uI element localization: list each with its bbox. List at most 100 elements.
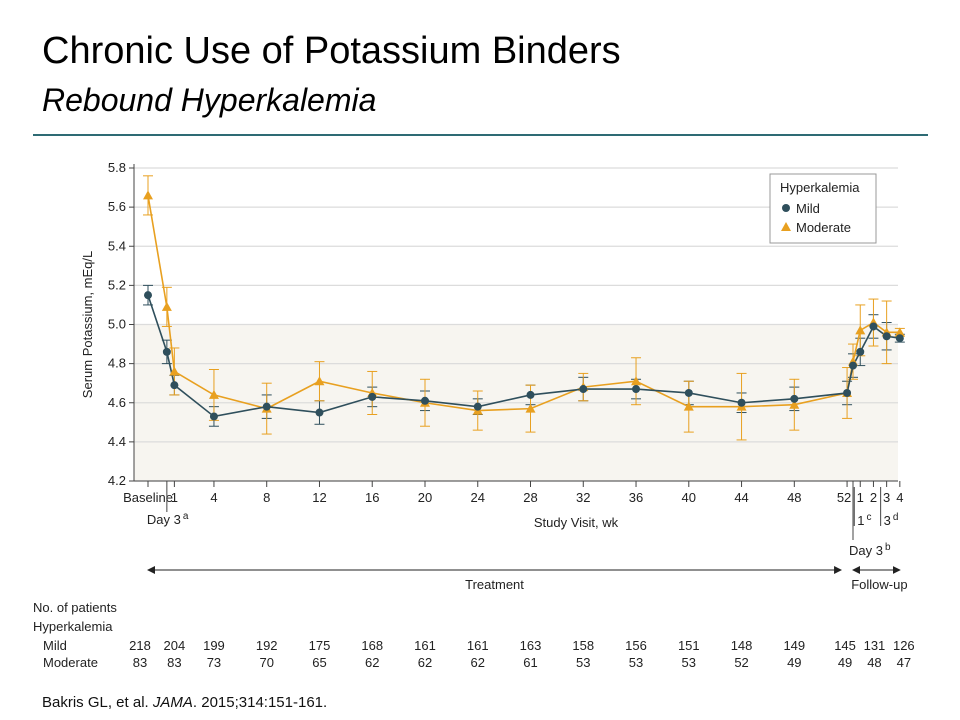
data-point-mild: [856, 347, 865, 356]
patients-count: 148: [731, 638, 753, 653]
patients-count: 62: [471, 655, 485, 670]
y-tick-label: 5.8: [108, 160, 126, 175]
annotation-label: Day 3: [849, 543, 883, 558]
data-point-mild: [737, 398, 746, 407]
x-tick-label: 16: [365, 490, 379, 505]
y-tick-label: 4.8: [108, 356, 126, 371]
data-point-mild: [209, 412, 218, 421]
legend-label: Moderate: [796, 220, 851, 235]
data-point-mild: [895, 334, 904, 343]
patients-count: 49: [787, 655, 801, 670]
patients-count: 83: [167, 655, 181, 670]
patients-count: 158: [572, 638, 594, 653]
y-tick-label: 5.2: [108, 277, 126, 292]
x-tick-label: 4: [210, 490, 217, 505]
data-point-mild: [420, 396, 429, 405]
y-axis-label: Serum Potassium, mEq/L: [80, 251, 95, 398]
x-tick-label: 24: [471, 490, 485, 505]
patients-count: 161: [467, 638, 489, 653]
patients-count: 62: [418, 655, 432, 670]
patients-count: 65: [312, 655, 326, 670]
y-tick-label: 4.2: [108, 473, 126, 488]
patients-count: 49: [838, 655, 852, 670]
citation-journal: JAMA: [152, 694, 193, 711]
patients-row-label: Mild: [43, 638, 67, 653]
x-tick-label: 40: [682, 490, 696, 505]
patients-count: 175: [309, 638, 331, 653]
data-point-mild: [684, 388, 693, 397]
title-divider: [33, 134, 928, 136]
patients-count: 53: [629, 655, 643, 670]
data-point-mild: [368, 392, 377, 401]
patients-count: 218: [129, 638, 151, 653]
patients-count: 149: [783, 638, 805, 653]
legend-title: Hyperkalemia: [780, 180, 860, 195]
x-tick-label: 28: [523, 490, 537, 505]
citation-details: . 2015;314:151-161.: [192, 694, 328, 711]
data-point-moderate: [208, 389, 219, 399]
x-tick-label: 36: [629, 490, 643, 505]
patients-count: 53: [576, 655, 590, 670]
data-point-mild: [473, 402, 482, 411]
annotation-label: 1: [857, 513, 864, 528]
data-point-mild: [632, 385, 641, 394]
data-point-moderate: [143, 190, 153, 200]
data-point-mild: [843, 388, 852, 397]
patients-count: 47: [897, 655, 911, 670]
y-tick-label: 5.6: [108, 199, 126, 214]
phase-label: Treatment: [465, 577, 524, 592]
data-point-mild: [882, 332, 891, 341]
legend-circle-icon: [782, 204, 790, 212]
data-point-mild: [790, 394, 799, 403]
y-tick-label: 4.4: [108, 434, 126, 449]
patients-count: 73: [207, 655, 221, 670]
patients-count: 61: [523, 655, 537, 670]
citation-author: Bakris GL, et al.: [42, 694, 153, 711]
patients-row-label: Moderate: [43, 655, 98, 670]
patients-count: 62: [365, 655, 379, 670]
annotation-superscript: c: [866, 512, 871, 523]
data-point-mild: [262, 402, 271, 411]
x-tick-label: 12: [312, 490, 326, 505]
data-point-mild: [869, 322, 878, 331]
data-point-mild: [170, 381, 179, 390]
patients-count: 156: [625, 638, 647, 653]
x-tick-label: 2: [870, 490, 877, 505]
x-tick-label: 20: [418, 490, 432, 505]
legend-triangle-icon: [781, 222, 791, 231]
data-point-moderate: [789, 399, 800, 409]
phase-label: Follow-up: [851, 577, 907, 592]
legend-label: Mild: [796, 201, 820, 216]
patients-count: 52: [734, 655, 748, 670]
x-tick-label: 1: [857, 490, 864, 505]
patients-count: 151: [678, 638, 700, 653]
data-point-mild: [162, 347, 171, 356]
patients-count: 70: [259, 655, 273, 670]
annotation-superscript: b: [885, 542, 891, 553]
data-point-moderate: [631, 376, 642, 386]
data-point-mild: [144, 291, 152, 300]
patients-count: 161: [414, 638, 436, 653]
y-tick-label: 5.4: [108, 238, 126, 253]
annotation-superscript: a: [183, 511, 189, 522]
data-point-moderate: [683, 401, 694, 411]
slide-subtitle: Rebound Hyperkalemia: [42, 82, 377, 118]
patients-count: 192: [256, 638, 278, 653]
x-tick-label: 52: [837, 490, 851, 505]
data-point-moderate: [894, 327, 905, 337]
citation: Bakris GL, et al. JAMA. 2015;314:151-161…: [42, 694, 327, 711]
patients-count: 168: [361, 638, 383, 653]
data-point-moderate: [855, 325, 866, 335]
patients-count: 163: [520, 638, 542, 653]
annotation-label: Day 3: [147, 512, 181, 527]
data-point-moderate: [525, 403, 536, 413]
annotation-label: 3: [884, 513, 891, 528]
x-tick-label: 8: [263, 490, 270, 505]
data-point-mild: [579, 385, 588, 394]
data-point-moderate: [161, 301, 172, 311]
x-tick-label: 3: [883, 490, 890, 505]
data-point-mild: [849, 361, 858, 370]
x-tick-label: 4: [896, 490, 903, 505]
x-tick-label: 44: [734, 490, 748, 505]
